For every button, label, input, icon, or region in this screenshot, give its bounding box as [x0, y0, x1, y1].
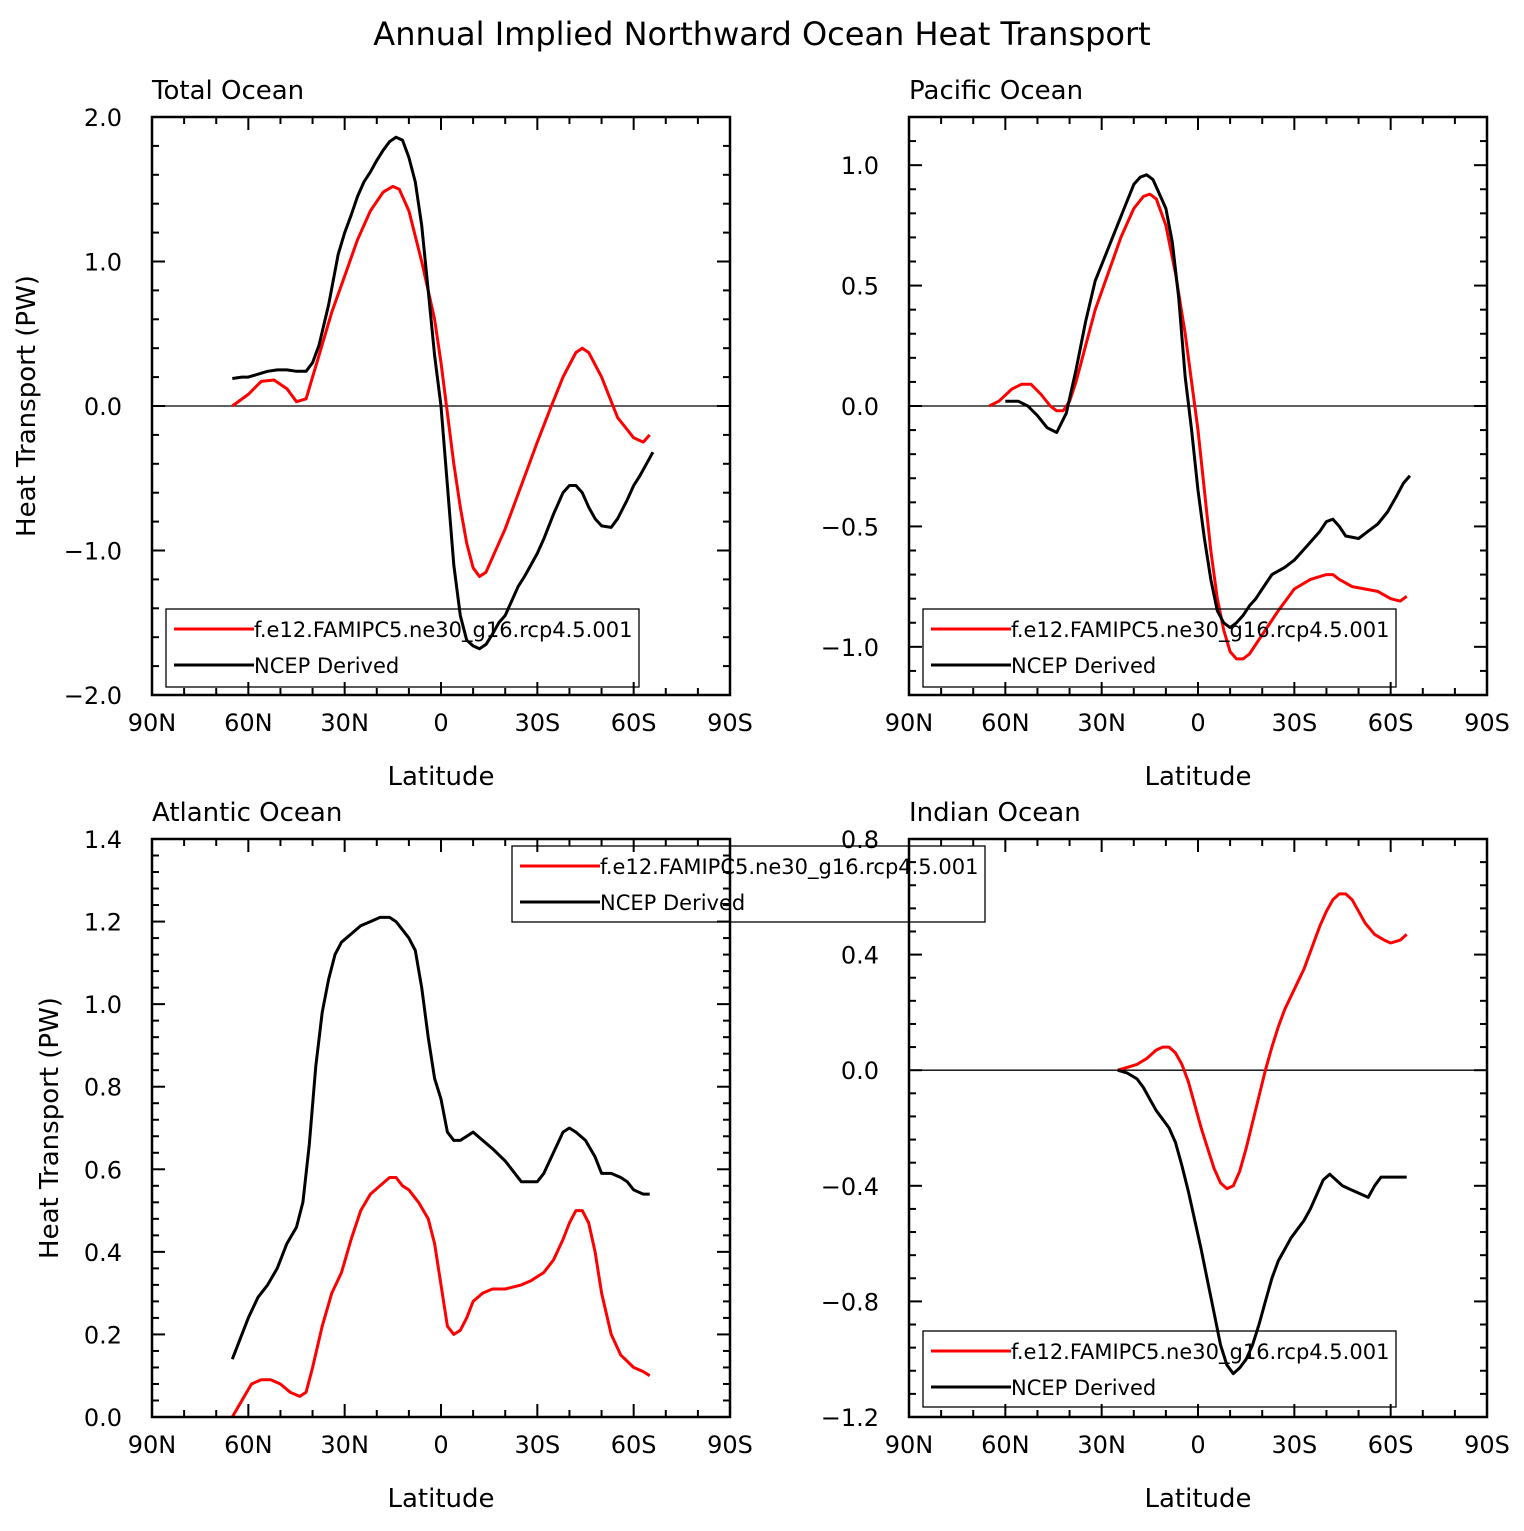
x-tick-label: 60N: [981, 1431, 1030, 1459]
y-tick-label: −2.0: [64, 682, 122, 710]
y-tick-label: 1.0: [84, 249, 122, 277]
y-tick-label: −1.2: [821, 1404, 879, 1432]
legend-label: NCEP Derived: [600, 891, 745, 915]
panel-1: Pacific Ocean 90N 60N 30N 0 30S 60S 90S −1.0 −0.5…: [821, 76, 1510, 792]
y-tick-label: −1.0: [821, 634, 879, 662]
x-tick-label: 30N: [1077, 709, 1126, 737]
x-tick-label: 30S: [1271, 709, 1317, 737]
panel-title: Total Ocean: [151, 76, 304, 106]
y-tick-label: 0.8: [841, 826, 879, 854]
y-tick-label: −0.4: [821, 1173, 879, 1201]
y-tick-label: 1.2: [84, 909, 122, 937]
x-tick-label: 60S: [611, 709, 657, 737]
y-tick-label: 0.6: [84, 1156, 122, 1184]
x-tick-label: 90S: [1464, 1431, 1510, 1459]
y-tick-label: 0.0: [84, 1404, 122, 1432]
legend-box: [511, 845, 986, 923]
panel-0: Total Ocean 90N 60N 30N 0 30S 60S 90S −2.0 −1.0 0.…: [12, 76, 753, 792]
x-tick-label: 60S: [1368, 1431, 1414, 1459]
x-tick-label: 90S: [1464, 709, 1510, 737]
legend: f.e12.FAMIPC5.ne30_g16.rcp4.5.001 NCEP De…: [922, 608, 1397, 688]
legend-label: f.e12.FAMIPC5.ne30_g16.rcp4.5.001: [1011, 1340, 1389, 1365]
legend-label: f.e12.FAMIPC5.ne30_g16.rcp4.5.001: [254, 618, 632, 643]
series-line-model: [231, 1176, 651, 1418]
y-axis-label: Heat Transport (PW): [12, 275, 42, 537]
legend-label: f.e12.FAMIPC5.ne30_g16.rcp4.5.001: [1011, 618, 1389, 643]
series-line-model: [988, 192, 1408, 661]
plot-frame: [907, 837, 1489, 1419]
y-tick-label: 0.0: [841, 393, 879, 421]
legend-label: f.e12.FAMIPC5.ne30_g16.rcp4.5.001: [600, 855, 978, 880]
plot-frame: [150, 837, 732, 1419]
x-tick-label: 90N: [885, 709, 934, 737]
panel-title: Atlantic Ocean: [152, 798, 342, 828]
x-axis-label: Latitude: [1144, 762, 1251, 792]
legend-box: [922, 1330, 1397, 1408]
x-tick-label: 0: [1190, 709, 1205, 737]
x-axis-label: Latitude: [1144, 1484, 1251, 1514]
series-line-ncep: [1005, 173, 1412, 630]
x-tick-label: 60N: [981, 709, 1030, 737]
y-tick-label: 0.0: [84, 393, 122, 421]
y-tick-label: 0.4: [841, 942, 879, 970]
figure-title: Annual Implied Northward Ocean Heat Tran…: [373, 15, 1150, 53]
y-tick-label: −0.5: [821, 513, 879, 541]
x-tick-label: 0: [433, 1431, 448, 1459]
panel-3: Indian Ocean 90N 60N 30N 0 30S 60S 90S −1.2 −0.8 −…: [821, 798, 1510, 1514]
y-axis-label: Heat Transport (PW): [35, 997, 65, 1259]
x-tick-label: 30N: [320, 709, 369, 737]
x-tick-label: 90S: [707, 1431, 753, 1459]
panel-title: Indian Ocean: [909, 798, 1081, 828]
x-tick-label: 30S: [514, 1431, 560, 1459]
x-axis-label: Latitude: [387, 1484, 494, 1514]
legend: f.e12.FAMIPC5.ne30_g16.rcp4.5.001 NCEP De…: [165, 608, 640, 688]
y-tick-label: 0.5: [841, 273, 879, 301]
x-tick-label: 90N: [128, 1431, 177, 1459]
x-tick-label: 90N: [885, 1431, 934, 1459]
x-axis-label: Latitude: [387, 762, 494, 792]
plot-frame: [907, 115, 1489, 697]
x-tick-label: 0: [1190, 1431, 1205, 1459]
y-tick-label: 0.4: [84, 1239, 122, 1267]
y-tick-label: 0.0: [841, 1057, 879, 1085]
y-tick-label: −0.8: [821, 1288, 879, 1316]
y-tick-label: 1.0: [841, 152, 879, 180]
legend-label: NCEP Derived: [1011, 654, 1156, 678]
x-tick-label: 90N: [128, 709, 177, 737]
legend-label: NCEP Derived: [254, 654, 399, 678]
x-tick-label: 60N: [224, 709, 273, 737]
legend-box: [165, 608, 640, 688]
series-line-ncep: [232, 135, 655, 651]
series-line-ncep: [230, 915, 650, 1360]
series-line-model: [1117, 892, 1408, 1191]
y-tick-label: 0.8: [84, 1074, 122, 1102]
y-tick-label: 2.0: [84, 104, 122, 132]
y-tick-label: 0.2: [84, 1321, 122, 1349]
legend-box: [922, 608, 1397, 688]
y-tick-label: 1.4: [84, 826, 122, 854]
x-tick-label: 60N: [224, 1431, 273, 1459]
legend: f.e12.FAMIPC5.ne30_g16.rcp4.5.001 NCEP De…: [511, 845, 986, 923]
series-line-model: [231, 184, 651, 578]
x-tick-label: 30S: [514, 709, 560, 737]
legend: f.e12.FAMIPC5.ne30_g16.rcp4.5.001 NCEP De…: [922, 1330, 1397, 1408]
x-tick-label: 60S: [611, 1431, 657, 1459]
panel-2: Atlantic Ocean 90N 60N 30N 0 30S 60S 90S 0.0 0.2 0…: [35, 798, 986, 1514]
x-tick-label: 30N: [320, 1431, 369, 1459]
x-tick-label: 30N: [1077, 1431, 1126, 1459]
series-line-ncep: [1117, 1068, 1407, 1376]
x-tick-label: 90S: [707, 709, 753, 737]
panel-title: Pacific Ocean: [909, 76, 1083, 106]
x-tick-label: 60S: [1368, 709, 1414, 737]
y-tick-label: −1.0: [64, 538, 122, 566]
plot-frame: [150, 115, 732, 697]
legend-label: NCEP Derived: [1011, 1376, 1156, 1400]
y-tick-label: 1.0: [84, 991, 122, 1019]
x-tick-label: 30S: [1271, 1431, 1317, 1459]
x-tick-label: 0: [433, 709, 448, 737]
